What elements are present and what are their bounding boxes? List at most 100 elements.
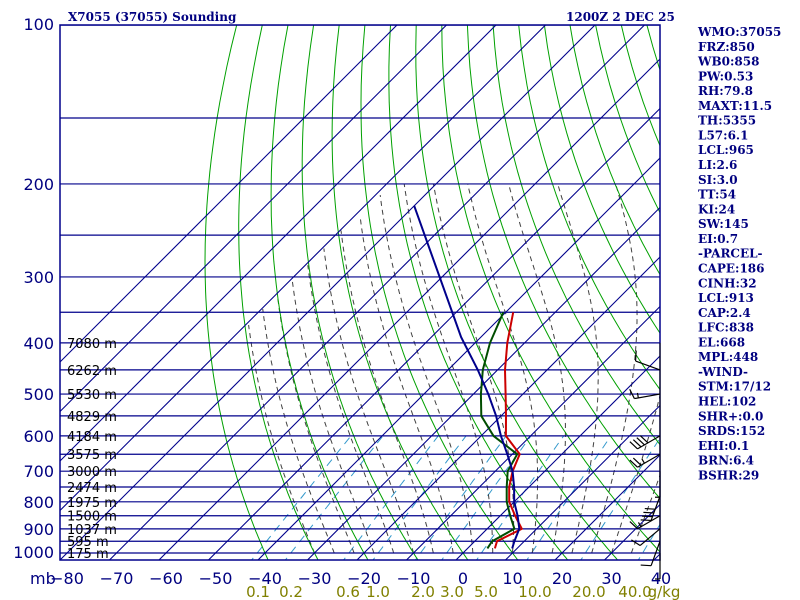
wind-barb-staff (650, 495, 661, 521)
temperature-tick-label: −20 (347, 569, 381, 588)
sounding-index: SW:145 (698, 217, 749, 231)
temperature-tick-label: −70 (100, 569, 134, 588)
height-label: 595 m (67, 535, 109, 550)
isotherm (207, 107, 660, 560)
mixing-ratio-line (372, 435, 467, 560)
moist-adiabat (359, 215, 454, 554)
moist-adiabat (291, 280, 375, 554)
sounding-index: BRN:6.4 (698, 454, 754, 468)
isotherm (257, 157, 660, 560)
temperature-axis-labels: mb−80 −70 −60 −50 −40 −30 −20 −10 0 10 20 30 40 (30, 569, 671, 588)
sounding-index: SHR+:0.0 (698, 409, 763, 423)
dry-adiabat (569, 25, 660, 276)
wind-barb-flag (642, 515, 653, 518)
temperature-tick-label: 40 (651, 569, 671, 588)
isotherm (504, 404, 660, 560)
sounding-index: PW:0.53 (698, 69, 753, 83)
mixing-ratio-line (580, 437, 660, 560)
sounding-index: WB0:858 (697, 55, 759, 69)
sounding-index: HEL:102 (698, 395, 756, 409)
sounding-index: CINH:32 (698, 276, 757, 290)
sounding-index: CAPE:186 (698, 261, 765, 275)
mixing-ratio-label: 2.0 (411, 583, 435, 600)
isotherm (60, 25, 546, 512)
sounding-index: EHI:0.1 (698, 439, 749, 453)
isotherms (60, 25, 660, 560)
mixing-ratio-line (414, 435, 507, 560)
dry-adiabat (301, 25, 419, 560)
parcel-trace (413, 205, 521, 549)
pressure-axis-labels: 100 200 300 400 500 600 700 800 900 1000 (13, 15, 54, 562)
temperature-tick-label: 10 (502, 569, 522, 588)
dry-adiabat (441, 25, 660, 553)
sounding-index: EL:668 (698, 335, 745, 349)
isotherm (356, 256, 660, 560)
wind-barb-flag (632, 457, 642, 466)
index-panel: WMO:37055FRZ:850WB0:858PW:0.53RH:79.8MAX… (697, 25, 781, 482)
height-label: 1975 m (67, 496, 117, 511)
temperature-tick-label: 30 (601, 569, 621, 588)
height-label: 7080 m (67, 337, 117, 352)
mixing-ratio-line (526, 435, 612, 560)
wind-barb-staff (650, 541, 661, 566)
sounding-index: BSHR:29 (698, 468, 759, 482)
wind-barb-staff (637, 435, 661, 450)
sounding-index: FRZ:850 (698, 40, 755, 54)
mixing-ratio-line (284, 435, 384, 560)
mixing-ratio-labels: 0.1 0.2 0.6 1.0 2.0 3.0 5.0 10.0 20.0 40.0g/kg (246, 583, 680, 600)
sounding-index: LI:2.6 (698, 158, 737, 172)
isotherm (60, 25, 447, 413)
height-label: 4829 m (67, 410, 117, 425)
dry-adiabat (388, 25, 569, 560)
pressure-label: 200 (23, 175, 54, 194)
sounding-index: LCL:965 (698, 143, 754, 157)
mixing-ratio-label: 20.0 (572, 583, 605, 600)
chart-title: X7055 (37055) Sounding (68, 10, 237, 24)
dry-adiabat (543, 25, 660, 335)
height-label: 1500 m (67, 510, 117, 525)
mixing-ratio-line (251, 435, 352, 560)
dewpoint-trace (479, 311, 519, 549)
temperature-tick-label: −30 (298, 569, 332, 588)
wind-barb-flag (636, 437, 645, 446)
sounding-index: LCL:913 (698, 291, 754, 305)
mixing-ratio-label: 3.0 (440, 583, 464, 600)
pressure-label: 700 (23, 462, 54, 481)
moist-adiabat (248, 324, 315, 554)
wind-barb-flag (643, 511, 654, 514)
chart-time: 1200Z 2 DEC 25 (566, 10, 675, 24)
pressure-label: 800 (23, 493, 54, 512)
isotherm (60, 25, 398, 363)
mixing-ratio-line (343, 435, 439, 560)
dry-adiabat (331, 25, 469, 560)
dry-adiabat (270, 25, 369, 560)
height-label: 4184 m (67, 430, 117, 445)
pressure-label: 1000 (13, 543, 54, 562)
pressure-label: 900 (23, 520, 54, 539)
mixing-ratio-line (441, 435, 532, 560)
isotherm (108, 25, 645, 560)
dry-adiabat (204, 25, 269, 560)
dry-adiabat (415, 25, 619, 560)
pressure-label: 100 (23, 15, 54, 34)
x-axis-unit: mb (30, 569, 56, 588)
dry-adiabat (238, 25, 319, 560)
moist-adiabat (340, 230, 434, 554)
temperature-trace (493, 312, 524, 549)
temperature-tick-label: −80 (50, 569, 84, 588)
pressure-label: 600 (23, 427, 54, 446)
sounding-index: TH:5355 (698, 114, 756, 128)
sounding-index: MPL:448 (698, 350, 758, 364)
isotherm (60, 25, 596, 560)
isobars (60, 25, 660, 554)
temperature-tick-label: −50 (199, 569, 233, 588)
pressure-label: 400 (23, 334, 54, 353)
plot-area (60, 25, 660, 560)
mixing-ratio-label: 5.0 (474, 583, 498, 600)
wind-barb-staff (639, 528, 661, 547)
sounding-traces (413, 205, 524, 549)
isotherm (554, 454, 660, 560)
pressure-label: 300 (23, 268, 54, 287)
isotherm (60, 25, 497, 462)
